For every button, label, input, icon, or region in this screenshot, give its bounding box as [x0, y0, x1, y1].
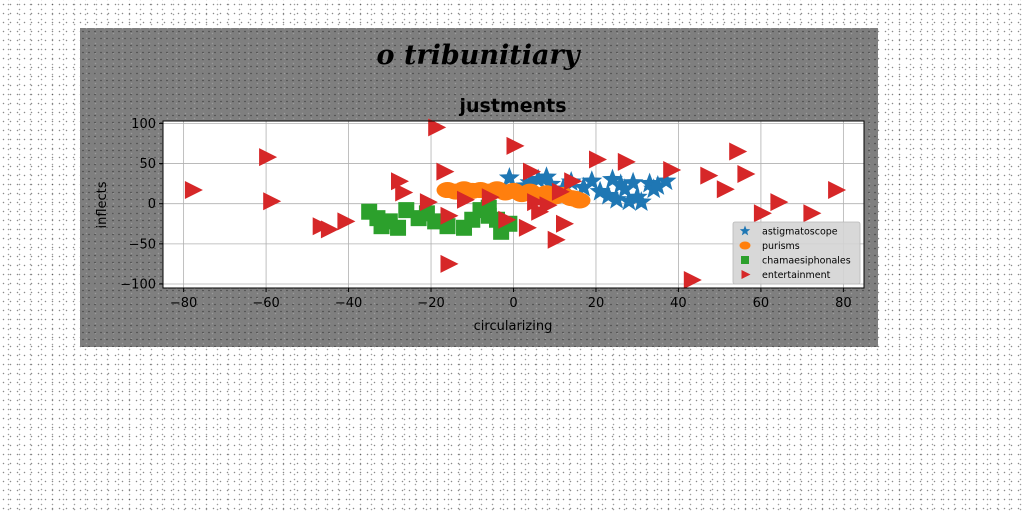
data-point	[390, 219, 407, 236]
data-point	[683, 271, 702, 289]
data-point	[481, 188, 500, 207]
x-tick-label: −40	[335, 296, 362, 311]
x-tick-label: −80	[170, 296, 197, 311]
legend-label: chamaesiphonales	[762, 256, 851, 267]
data-point	[655, 170, 677, 191]
legend-marker-entertainment	[741, 270, 751, 279]
data-point	[716, 180, 735, 199]
data-point	[828, 181, 847, 199]
chart-title: justments	[458, 95, 566, 117]
data-point	[737, 165, 756, 183]
data-point	[464, 211, 481, 228]
data-point	[663, 161, 682, 179]
data-point	[440, 206, 459, 225]
legend-label: purisms	[762, 241, 800, 252]
data-point	[602, 168, 623, 189]
data-point	[647, 175, 669, 195]
data-point	[518, 218, 537, 237]
data-point	[506, 136, 525, 155]
data-point	[263, 192, 282, 211]
x-tick-label: 0	[509, 296, 517, 311]
data-point	[531, 202, 550, 221]
data-point	[427, 213, 444, 230]
x-axis-label: circularizing	[474, 319, 553, 334]
data-point	[589, 180, 611, 201]
figure: o tribunitiary justments −80 −60 −40 −20 0 20…	[80, 28, 878, 347]
data-point	[564, 172, 583, 191]
legend-marker-astigmatoscope	[739, 225, 751, 236]
data-point	[610, 173, 632, 194]
figure-title: o tribunitiary	[377, 40, 582, 71]
data-point	[622, 171, 644, 192]
data-point	[597, 184, 619, 205]
series-entertainment	[184, 118, 847, 289]
data-point	[547, 230, 566, 249]
data-point	[753, 204, 772, 223]
series-chamaesiphonales	[361, 199, 518, 240]
data-markers	[184, 118, 847, 289]
data-point	[589, 150, 607, 169]
data-point	[428, 118, 447, 137]
legend-marker-purisms	[739, 241, 751, 250]
x-tick-label: 20	[588, 296, 605, 311]
legend-box	[732, 221, 861, 285]
y-tick-label: 100	[131, 117, 156, 132]
data-point	[519, 171, 541, 192]
data-point	[440, 254, 459, 273]
legend-label: entertainment	[762, 270, 831, 281]
x-tick-label: −60	[252, 296, 279, 311]
data-point	[398, 202, 415, 219]
data-point	[630, 191, 652, 211]
data-point	[259, 148, 278, 167]
y-tick-label: −50	[129, 237, 156, 252]
data-point	[770, 193, 789, 212]
data-point	[184, 181, 203, 199]
data-point	[320, 220, 339, 239]
data-point	[581, 170, 603, 191]
scatter-chart: o tribunitiary justments −80 −60 −40 −20 0 20…	[95, 40, 865, 334]
data-point	[729, 142, 748, 161]
data-point	[457, 190, 475, 209]
data-point	[498, 167, 520, 187]
data-point	[536, 166, 557, 187]
data-point	[568, 192, 591, 209]
data-point	[551, 182, 570, 201]
data-point	[606, 188, 627, 209]
x-tick-label: 80	[835, 296, 852, 311]
data-point	[337, 212, 356, 231]
data-point	[556, 214, 574, 233]
data-point	[419, 193, 438, 212]
data-point	[626, 186, 648, 207]
legend-marker-chamaesiphonales	[741, 256, 749, 264]
data-point	[573, 176, 595, 197]
y-tick-label: 50	[139, 157, 156, 172]
y-tick-label: 0	[148, 197, 156, 212]
y-tick-label: −100	[120, 277, 156, 292]
legend: astigmatoscope purisms chamaesiphonales ent…	[732, 221, 861, 285]
data-point	[803, 204, 822, 223]
legend-label: astigmatoscope	[762, 227, 838, 238]
data-point	[395, 183, 414, 202]
x-axis-ticks: −80 −60 −40 −20 0 20 40 60 80	[170, 288, 852, 311]
data-point	[700, 166, 719, 185]
data-point	[527, 168, 549, 189]
y-axis-label: inflects	[95, 181, 110, 228]
y-axis-ticks: −100 −50 0 50 100	[120, 117, 163, 292]
data-point	[436, 162, 455, 181]
data-point	[618, 190, 640, 211]
data-point	[498, 210, 517, 229]
x-tick-label: −20	[417, 296, 444, 311]
x-tick-label: 40	[670, 296, 687, 311]
data-point	[523, 162, 541, 181]
x-tick-label: 60	[753, 296, 770, 311]
data-point	[617, 152, 636, 171]
